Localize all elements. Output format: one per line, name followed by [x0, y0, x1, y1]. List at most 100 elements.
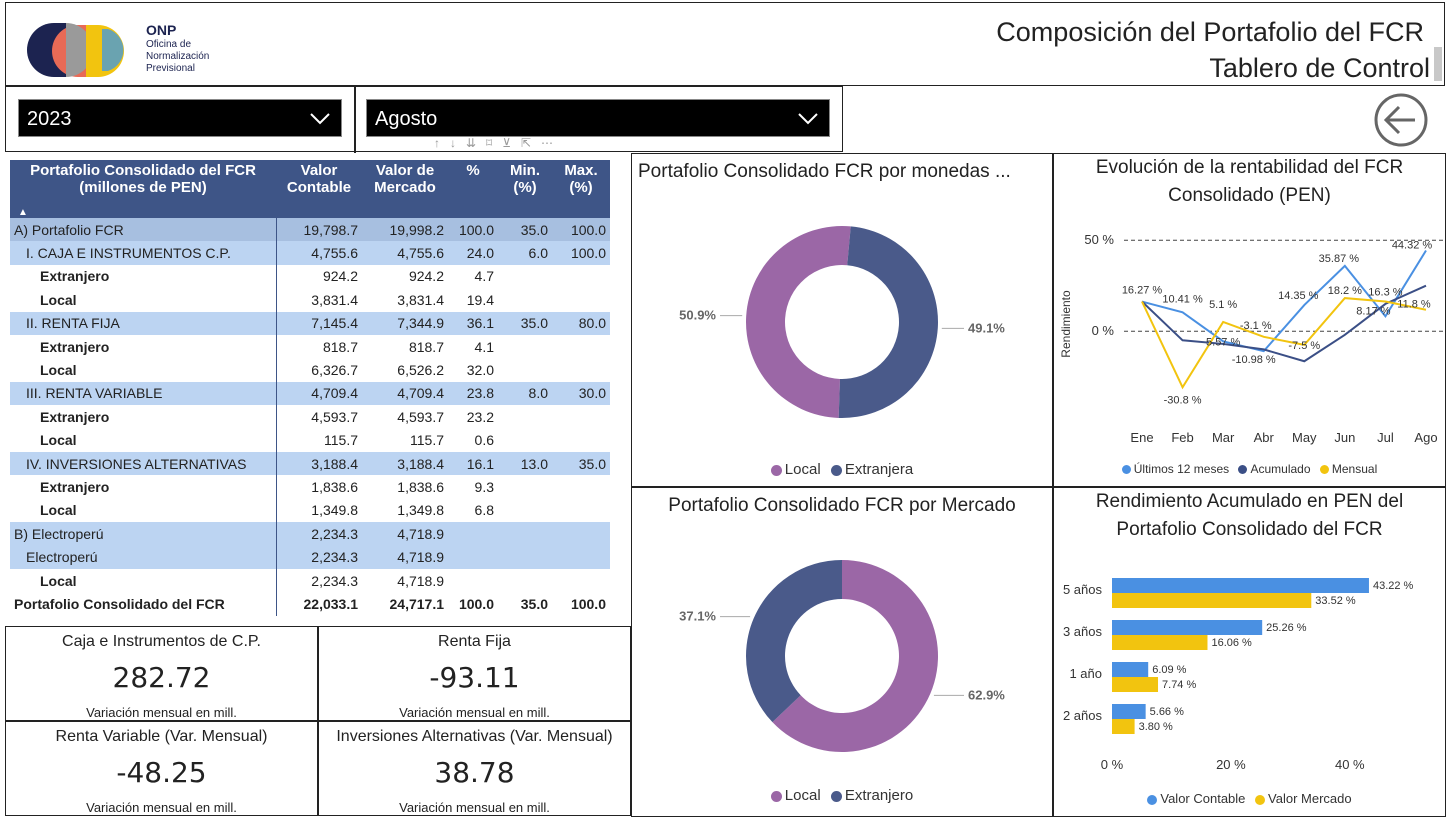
legend-item-acumulado[interactable]: Acumulado — [1238, 462, 1311, 476]
table-cell: 1,349.8 — [311, 502, 358, 519]
bar-valor-mercado[interactable] — [1112, 593, 1312, 608]
legend-item-local[interactable]: Local — [770, 461, 821, 478]
table-cell: 4,593.7 — [397, 408, 444, 425]
series-line-mensual[interactable] — [1141, 297, 1427, 390]
table-row[interactable]: Electroperú 2,234.3 4,718.9 — [10, 545, 610, 569]
bar-valor-contable[interactable] — [1112, 704, 1146, 719]
table-cell: 32.0 — [466, 362, 494, 379]
row-label: I. CAJA E INSTRUMENTOS C.P. — [10, 241, 277, 265]
legend-dot — [770, 464, 782, 476]
table-row[interactable]: Portafolio Consolidado del FCR 22,033.1 24… — [10, 592, 610, 616]
chevron-down-icon — [798, 113, 818, 125]
point-label: 5.1 % — [1209, 299, 1237, 311]
table-row[interactable]: Extranjero 924.2 924.2 4.7 — [10, 264, 610, 289]
table-row[interactable]: Local 6,326.7 6,526.2 32.0 — [10, 358, 610, 382]
table-cell — [552, 265, 610, 288]
donut-chart-monedas[interactable]: 50.9% 49.1% — [632, 194, 1052, 454]
table-row[interactable]: Local 2,234.3 4,718.9 — [10, 568, 610, 593]
table-cell — [552, 475, 610, 498]
table-cell: 35.0 — [498, 218, 552, 242]
table-cell: 4.1 — [474, 338, 494, 355]
y-tick-label: 50 % — [1084, 232, 1114, 247]
col-header-portfolio[interactable]: Portafolio Consolidado del FCR (millones… — [10, 160, 276, 218]
bar-valor-contable[interactable] — [1112, 662, 1149, 677]
kpi-subtitle: Variación mensual en mill. — [399, 800, 550, 815]
logo-org: ONP — [146, 22, 177, 38]
bar-value-label: 25.26 % — [1266, 622, 1307, 634]
table-cell — [552, 569, 610, 592]
table-row[interactable]: III. RENTA VARIABLE 4,709.4 4,709.4 23.8 8.0… — [10, 381, 610, 406]
row-label: Local — [10, 568, 277, 593]
chevron-down-icon — [310, 113, 330, 125]
table-row[interactable]: Extranjero 1,838.6 1,838.6 9.3 — [10, 475, 610, 499]
bar-value-label: 33.52 % — [1315, 595, 1356, 607]
chart-legend: Últimos 12 meses Acumulado Mensual — [1054, 462, 1445, 476]
bar-chart-rendimiento[interactable]: 5 años 43.22 % 33.52 % 3 años 25.26 % 16.06 %… — [1054, 554, 1446, 794]
table-header-row: Portafolio Consolidado del FCR (millones… — [10, 160, 610, 218]
bar-valor-contable[interactable] — [1112, 578, 1369, 593]
table-row[interactable]: II. RENTA FIJA 7,145.4 7,344.9 36.1 35.0 80.0 — [10, 311, 610, 335]
bar-value-label: 3.80 % — [1139, 721, 1173, 733]
col-header-min[interactable]: Min. (%) — [498, 160, 552, 218]
bar-valor-contable[interactable] — [1112, 620, 1263, 635]
year-value: 2023 — [27, 108, 72, 130]
table-row[interactable]: I. CAJA E INSTRUMENTOS C.P. 4,755.6 4,755.… — [10, 241, 610, 265]
legend-item-extranjero[interactable]: Extranjero — [830, 787, 913, 804]
donut-slice-local[interactable] — [772, 560, 938, 752]
col-header-mercado[interactable]: Valor de Mercado — [362, 160, 448, 218]
legend-item-local[interactable]: Local — [770, 787, 821, 804]
table-cell: 4,718.9 — [397, 572, 444, 589]
table-cell: 13.0 — [498, 451, 552, 476]
table-row[interactable]: A) Portafolio FCR 19,798.7 19,998.2 100.0 35… — [10, 218, 610, 242]
table-row[interactable]: Extranjero 818.7 818.7 4.1 — [10, 334, 610, 359]
year-dropdown[interactable]: 2023 — [18, 99, 342, 137]
line-chart-rentabilidad[interactable]: 50 % 0 % Rendimiento Ene Feb Mar Abr May Jun Jul A… — [1054, 214, 1446, 464]
table-cell: 6.0 — [498, 241, 552, 265]
sort-asc-icon[interactable]: ▲ — [18, 207, 28, 218]
table-cell: 19.4 — [466, 291, 494, 308]
table-row[interactable]: B) Electroperú 2,234.3 4,718.9 — [10, 522, 610, 546]
donut-slice-extranjero[interactable] — [746, 560, 842, 723]
col-header-pct[interactable]: % — [448, 160, 498, 218]
x-tick-label: Feb — [1171, 430, 1193, 445]
table-row[interactable]: Local 115.7 115.7 0.6 — [10, 428, 610, 452]
legend-dot — [830, 790, 842, 802]
legend-item-contable[interactable]: Valor Contable — [1147, 791, 1245, 806]
chart-title: Rendimiento Acumulado en PEN del Portafo… — [1095, 491, 1404, 540]
point-label: 8.17 % — [1356, 305, 1390, 317]
legend-dot — [1147, 794, 1158, 805]
col-header-contable[interactable]: Valor Contable — [276, 160, 362, 218]
table-cell: 4,718.9 — [362, 522, 448, 546]
table-row[interactable]: IV. INVERSIONES ALTERNATIVAS 3,188.4 3,188… — [10, 451, 610, 476]
legend-item-mensual[interactable]: Mensual — [1319, 462, 1377, 476]
back-arrow-icon[interactable] — [1373, 92, 1429, 148]
chart-title: Portafolio Consolidado FCR por monedas .… — [638, 161, 1011, 182]
donut-chart-mercado[interactable]: 62.9% 37.1% — [632, 528, 1052, 788]
legend-item-extranjera[interactable]: Extranjera — [830, 461, 913, 478]
table-cell — [498, 522, 552, 546]
kpi-title: Caja e Instrumentos de C.P. — [62, 633, 261, 650]
table-cell: 6,526.2 — [397, 362, 444, 379]
table-row[interactable]: Local 1,349.8 1,349.8 6.8 — [10, 498, 610, 523]
table-cell: 4,709.4 — [362, 381, 448, 406]
row-label: II. RENTA FIJA — [10, 311, 277, 335]
series-line-acumulado[interactable] — [1141, 284, 1427, 363]
legend-item-12m[interactable]: Últimos 12 meses — [1121, 462, 1229, 476]
table-row[interactable]: Local 3,831.4 3,831.4 19.4 — [10, 288, 610, 312]
table-cell: 924.2 — [322, 268, 358, 285]
table-cell — [498, 335, 552, 358]
table-row[interactable]: Extranjero 4,593.7 4,593.7 23.2 — [10, 405, 610, 429]
donut-slice-local[interactable] — [745, 225, 851, 418]
donut-slice-extranjera[interactable] — [838, 226, 938, 418]
legend-dot — [1121, 465, 1131, 475]
bar-valor-mercado[interactable] — [1112, 677, 1159, 692]
month-dropdown[interactable]: Agosto — [366, 99, 830, 137]
bar-valor-mercado[interactable] — [1112, 719, 1135, 734]
legend-dot — [830, 464, 842, 476]
col-header-max[interactable]: Max. (%) — [552, 160, 610, 218]
visual-toolbar[interactable]: ↑↓⇊⌑⊻⇱⋯ — [434, 136, 564, 150]
bar-valor-mercado[interactable] — [1112, 635, 1208, 650]
legend-item-mercado[interactable]: Valor Mercado — [1255, 791, 1352, 806]
kpi-card-renta-variable: Renta Variable (Var. Mensual) -48.25 Var… — [5, 721, 318, 816]
category-label: 3 años — [1063, 624, 1103, 639]
